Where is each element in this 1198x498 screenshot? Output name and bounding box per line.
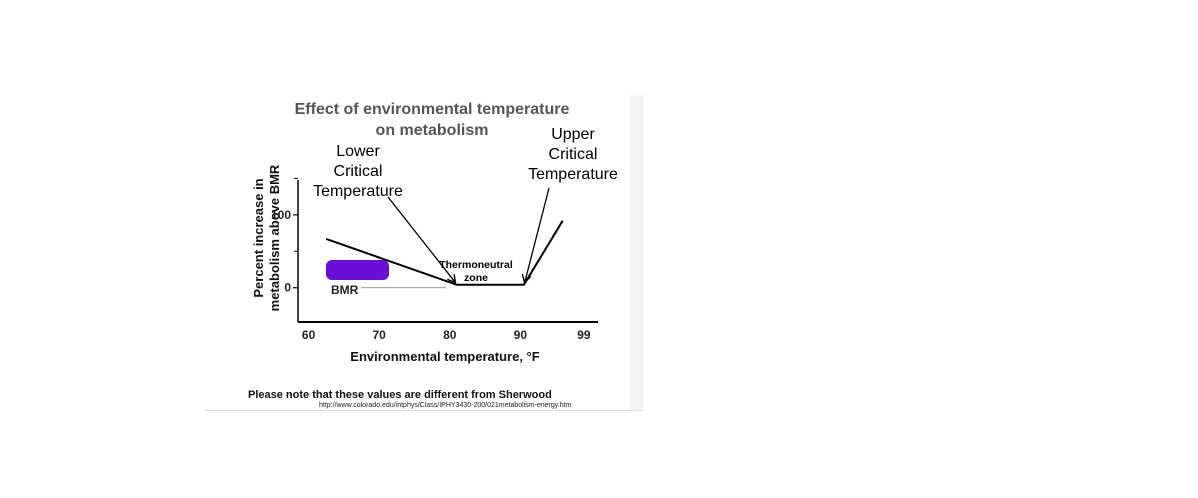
y-axis-label: Percent increase in metabolism above BMR [251,164,282,311]
lower-critical-line-3: Temperature [313,183,403,200]
slide-edge [630,95,642,410]
bmr-label: BMR [331,283,359,297]
lower-critical-callout: Lower Critical Temperature [313,143,403,200]
upper-critical-line-3: Temperature [528,166,618,183]
chart-image: Effect of environmental temperature on m… [205,92,643,411]
source-url: http://www.colorado.edu/intphys/Class/IP… [319,402,572,409]
y-axis-label-line-2: metabolism above BMR [267,164,282,311]
y-tick-label: 0 [284,281,291,295]
upper-critical-callout: Upper Critical Temperature [528,126,618,183]
thermoneutral-line-1: Thermoneutral [439,259,513,271]
x-tick-label: 90 [514,328,528,342]
footer-note: Please note that these values are differ… [248,389,552,401]
y-tick-label: 100 [271,208,291,222]
lower-critical-line-1: Lower [336,143,380,160]
lower-critical-arrow [387,196,455,282]
metabolism-chart: Effect of environmental temperature on m… [248,101,618,409]
chart-title-line-2: on metabolism [376,122,489,139]
lower-critical-line-2: Critical [334,163,383,180]
x-axis-label: Environmental temperature, °F [350,349,539,364]
upper-critical-line-1: Upper [551,126,595,143]
redaction-mark [326,260,389,280]
x-tick-label: 99 [577,328,591,342]
y-axis-label-line-1: Percent increase in [251,178,266,297]
y-ticks: 0 100 [271,177,298,295]
x-tick-label: 80 [443,328,457,342]
upper-critical-arrow [525,187,550,282]
x-tick-label: 60 [302,328,316,342]
x-ticks: 60 70 80 90 99 [302,328,591,342]
thermoneutral-line-2: zone [464,272,488,284]
x-tick-label: 70 [372,328,386,342]
thermoneutral-zone-label: Thermoneutral zone [439,259,513,284]
upper-critical-line-2: Critical [549,146,598,163]
metabolism-curve [325,220,564,286]
chart-title-line-1: Effect of environmental temperature [295,101,570,118]
